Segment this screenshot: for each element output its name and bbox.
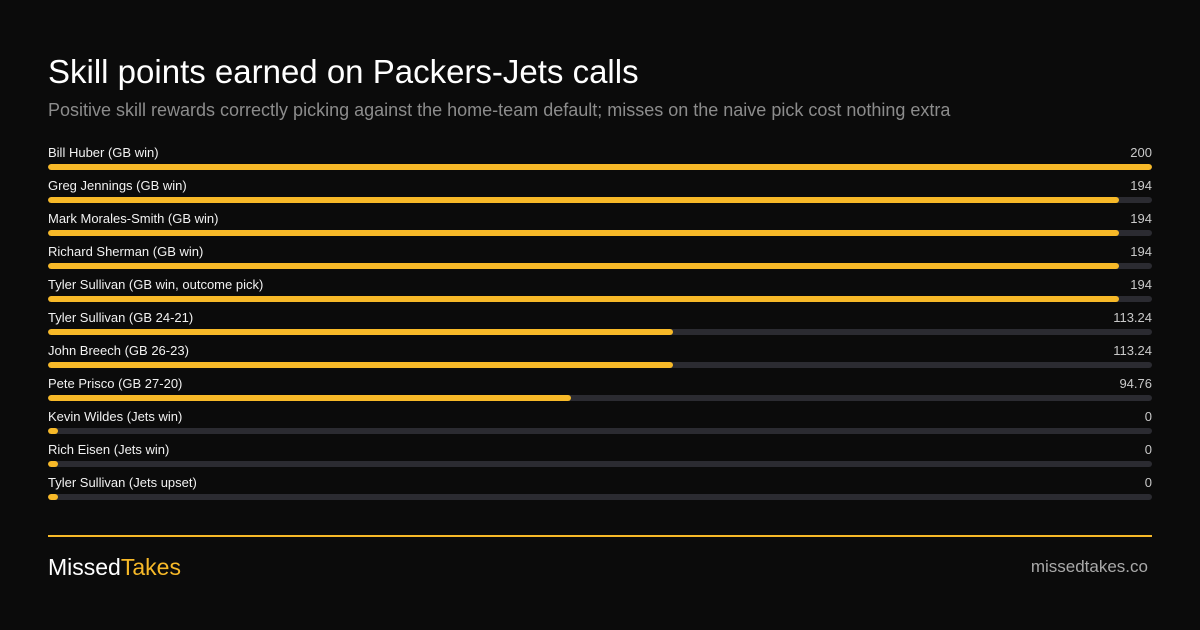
bar-label: Rich Eisen (Jets win) (48, 442, 170, 457)
bar-track (48, 230, 1152, 236)
bar-track (48, 428, 1152, 434)
bar-label: John Breech (GB 26-23) (48, 343, 189, 358)
bar-row: Tyler Sullivan (Jets upset) 0 (48, 471, 1152, 504)
bar-label: Tyler Sullivan (Jets upset) (48, 475, 197, 490)
bar (48, 329, 674, 335)
bar-value-label: 194 (1130, 244, 1152, 259)
bar-row: Rich Eisen (Jets win) 0 (48, 438, 1152, 471)
bar (48, 296, 1119, 302)
bar-row: Kevin Wildes (Jets win) 0 (48, 405, 1152, 438)
bar-value-label: 94.76 (1119, 376, 1152, 391)
bar (48, 395, 572, 401)
bar-track (48, 296, 1152, 302)
bar-value-label: 0 (1144, 442, 1152, 457)
bar (48, 197, 1119, 203)
footer-divider (48, 535, 1152, 537)
bar-label: Bill Huber (GB win) (48, 145, 159, 160)
bar-label: Tyler Sullivan (GB 24-21) (48, 310, 194, 325)
bar-value-label: 0 (1144, 475, 1152, 490)
bar-track (48, 197, 1152, 203)
bar (48, 494, 58, 500)
bar-value-label: 113.24 (1113, 310, 1152, 325)
bar-label: Tyler Sullivan (GB win, outcome pick) (48, 277, 264, 292)
bar-label: Mark Morales-Smith (GB win) (48, 211, 219, 226)
bar-row: Tyler Sullivan (GB win, outcome pick) 194 (48, 273, 1152, 306)
bar (48, 461, 58, 467)
bar-row: Richard Sherman (GB win) 194 (48, 240, 1152, 273)
bar-chart: Bill Huber (GB win) 200 Greg Jennings (GB … (48, 141, 1152, 504)
bar-value-label: 194 (1130, 211, 1152, 226)
brand-logo-part2: Takes (120, 554, 181, 580)
bar-track (48, 494, 1152, 500)
bar-track (48, 461, 1152, 467)
site-url: missedtakes.co (1030, 557, 1148, 576)
bar-track (48, 329, 1152, 335)
bar-label: Richard Sherman (GB win) (48, 244, 204, 259)
bar (48, 164, 1152, 170)
bar-value-label: 194 (1130, 178, 1152, 193)
chart-title: Skill points earned on Packers-Jets call… (48, 53, 639, 90)
bar (48, 428, 58, 434)
bar-track (48, 263, 1152, 269)
bar (48, 362, 674, 368)
bar-row: Bill Huber (GB win) 200 (48, 141, 1152, 174)
bar (48, 263, 1119, 269)
chart-subtitle: Positive skill rewards correctly picking… (48, 100, 951, 120)
bar-value-label: 113.24 (1113, 343, 1152, 358)
bar-track (48, 395, 1152, 401)
bar-label: Kevin Wildes (Jets win) (48, 409, 183, 424)
bar-track (48, 164, 1152, 170)
bar (48, 230, 1119, 236)
bar-track (48, 362, 1152, 368)
brand-logo: MissedTakes (48, 552, 181, 582)
bar-value-label: 200 (1130, 145, 1152, 160)
bar-row: Pete Prisco (GB 27-20) 94.76 (48, 372, 1152, 405)
bar-row: Tyler Sullivan (GB 24-21) 113.24 (48, 306, 1152, 339)
bar-value-label: 194 (1130, 277, 1152, 292)
bar-value-label: 0 (1144, 409, 1152, 424)
bar-label: Pete Prisco (GB 27-20) (48, 376, 183, 391)
bar-row: John Breech (GB 26-23) 113.24 (48, 339, 1152, 372)
bar-label: Greg Jennings (GB win) (48, 178, 187, 193)
brand-logo-part1: Missed (48, 554, 121, 580)
bar-row: Greg Jennings (GB win) 194 (48, 174, 1152, 207)
bar-row: Mark Morales-Smith (GB win) 194 (48, 207, 1152, 240)
